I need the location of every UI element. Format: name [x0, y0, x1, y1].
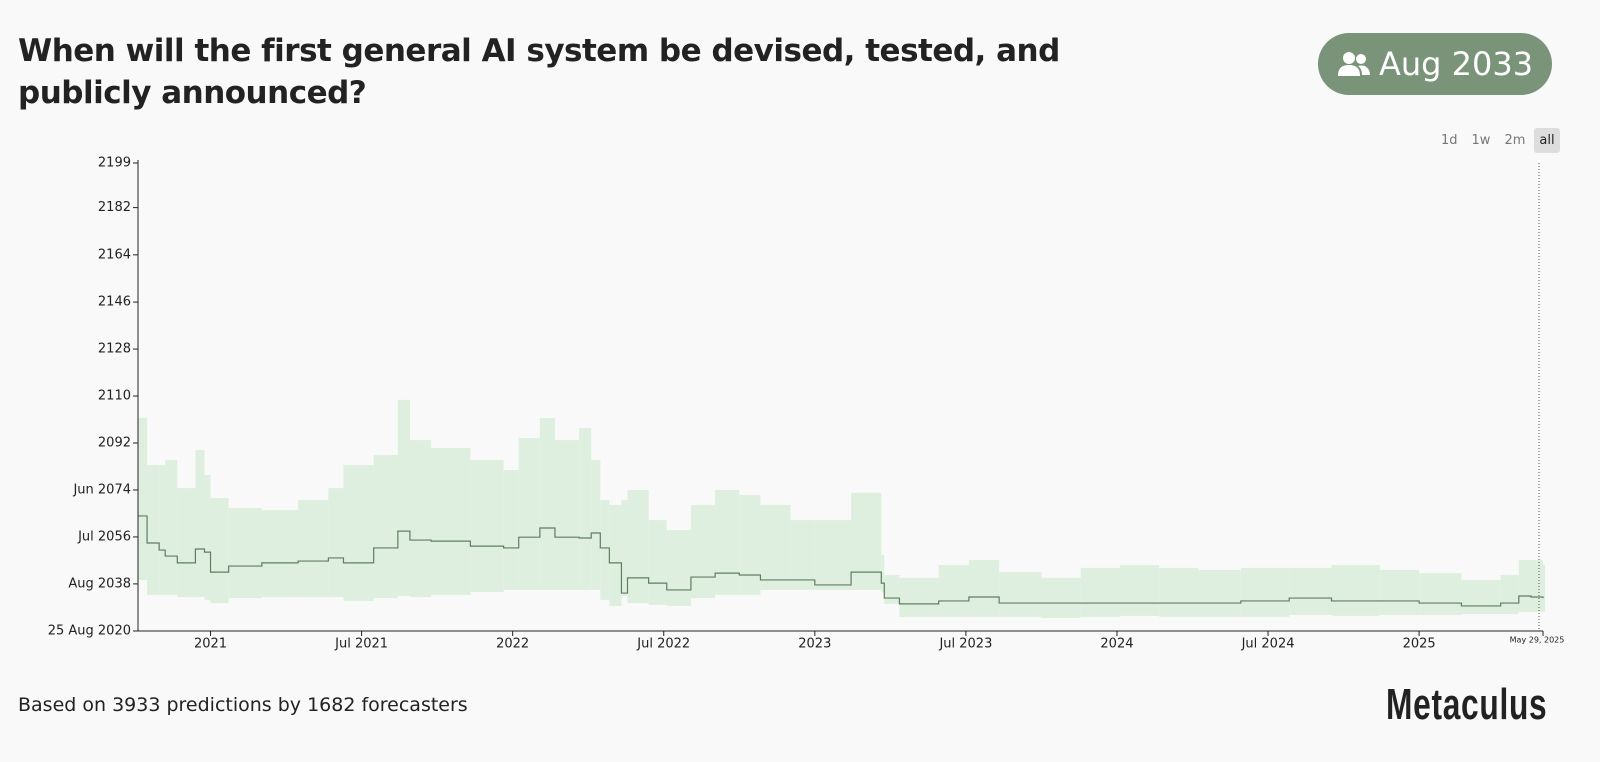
interval-band — [138, 418, 148, 580]
interval-band — [470, 460, 504, 593]
interval-band — [328, 488, 344, 598]
interval-band — [591, 460, 601, 590]
interval-band — [1419, 573, 1462, 615]
logo[interactable]: Metaculus — [1386, 680, 1548, 729]
x-tick-label: Jul 2022 — [636, 637, 690, 652]
y-tick-label: 2110 — [98, 389, 131, 404]
interval-band — [851, 492, 882, 590]
interval-band — [621, 499, 628, 596]
users-icon — [1337, 52, 1370, 76]
interval-band — [999, 572, 1042, 617]
y-tick-label: 2092 — [98, 435, 131, 450]
interval-band — [627, 489, 649, 604]
interval-band — [1119, 565, 1160, 616]
x-tick-label: 2024 — [1100, 637, 1133, 652]
x-tick-label: Jul 2021 — [334, 637, 388, 652]
interval-band — [431, 447, 471, 595]
range-buttons: 1d 1w 2m all — [1436, 128, 1560, 153]
range-button[interactable]: 2m — [1504, 133, 1526, 148]
interval-band — [579, 428, 592, 590]
interval-band — [397, 399, 410, 596]
interval-band — [195, 450, 205, 598]
prediction-summary: Based on 3933 predictions by 1682 foreca… — [18, 694, 468, 716]
interval-band — [1331, 565, 1380, 616]
interval-band — [739, 494, 761, 595]
x-tick-label: 2025 — [1403, 637, 1436, 652]
interval-band — [210, 498, 229, 604]
interval-band — [518, 438, 540, 590]
interval-band — [204, 475, 211, 600]
interval-band — [554, 440, 580, 590]
x-tick-label: May 29, 2025 — [1510, 636, 1565, 645]
interval-band — [1461, 579, 1501, 615]
interval-band — [1518, 560, 1531, 612]
interval-band — [899, 577, 939, 617]
interval-band — [165, 460, 178, 595]
x-tick-label: 2023 — [798, 637, 831, 652]
interval-band — [503, 470, 519, 590]
interval-band — [228, 508, 262, 599]
interval-band — [1240, 567, 1290, 617]
question-title: When will the first general AI system be… — [18, 33, 1060, 111]
x-tick-label: Jul 2024 — [1241, 637, 1295, 652]
interval-band — [1500, 574, 1519, 615]
y-tick-label: 2146 — [98, 295, 131, 310]
y-tick-label: Jul 2056 — [77, 529, 131, 544]
interval-band — [147, 465, 160, 595]
interval-band — [1289, 567, 1332, 615]
interval-band — [1080, 567, 1120, 617]
interval-band — [343, 465, 374, 601]
y-tick-label: 2128 — [98, 342, 131, 357]
interval-band — [790, 520, 815, 590]
interval-band — [1543, 565, 1545, 612]
y-tick-label: 2164 — [98, 247, 131, 262]
forecast-badge[interactable]: Aug 2033 — [1318, 33, 1552, 95]
interval-band — [177, 488, 196, 598]
interval-band — [1041, 577, 1081, 619]
interval-band — [409, 440, 432, 598]
interval-band — [1159, 567, 1199, 617]
interval-band — [1379, 569, 1420, 615]
interval-band — [648, 520, 667, 605]
x-tick-label: 2021 — [194, 637, 227, 652]
interval-band — [1530, 560, 1543, 612]
interval-band — [539, 418, 555, 590]
range-button[interactable]: 1d — [1441, 133, 1458, 148]
interval-band — [881, 555, 885, 593]
interval-band — [968, 560, 1000, 617]
interval-band — [373, 455, 398, 599]
interval-band — [600, 499, 610, 600]
median-line — [138, 515, 1544, 607]
range-button[interactable]: 1w — [1471, 133, 1491, 148]
interval-band — [298, 499, 329, 598]
interval-band — [159, 465, 166, 595]
x-tick-label: Jul 2023 — [938, 637, 992, 652]
y-tick-label: Aug 2038 — [68, 576, 131, 591]
x-tick-label: 2022 — [496, 637, 529, 652]
y-tick-label: 2182 — [98, 200, 131, 215]
interval-band — [814, 520, 852, 590]
interval-band — [938, 565, 969, 617]
interval-band — [261, 510, 299, 598]
interval-band — [884, 574, 900, 604]
interval-band — [1198, 569, 1241, 617]
range-button[interactable]: all — [1534, 128, 1560, 153]
y-tick-label: 25 Aug 2020 — [48, 624, 131, 639]
interval-band — [760, 504, 791, 590]
y-tick-label: 2199 — [98, 156, 131, 171]
y-tick-label: Jun 2074 — [72, 482, 131, 497]
interval-band — [715, 489, 740, 595]
interval-band — [666, 530, 691, 606]
badge-text: Aug 2033 — [1378, 45, 1534, 83]
chart: 25 Aug 2020 Aug 2038 Jul 2056 Jun 2074 2092 2… — [48, 156, 1565, 652]
interval-band — [690, 504, 716, 599]
interval-band — [609, 504, 622, 606]
